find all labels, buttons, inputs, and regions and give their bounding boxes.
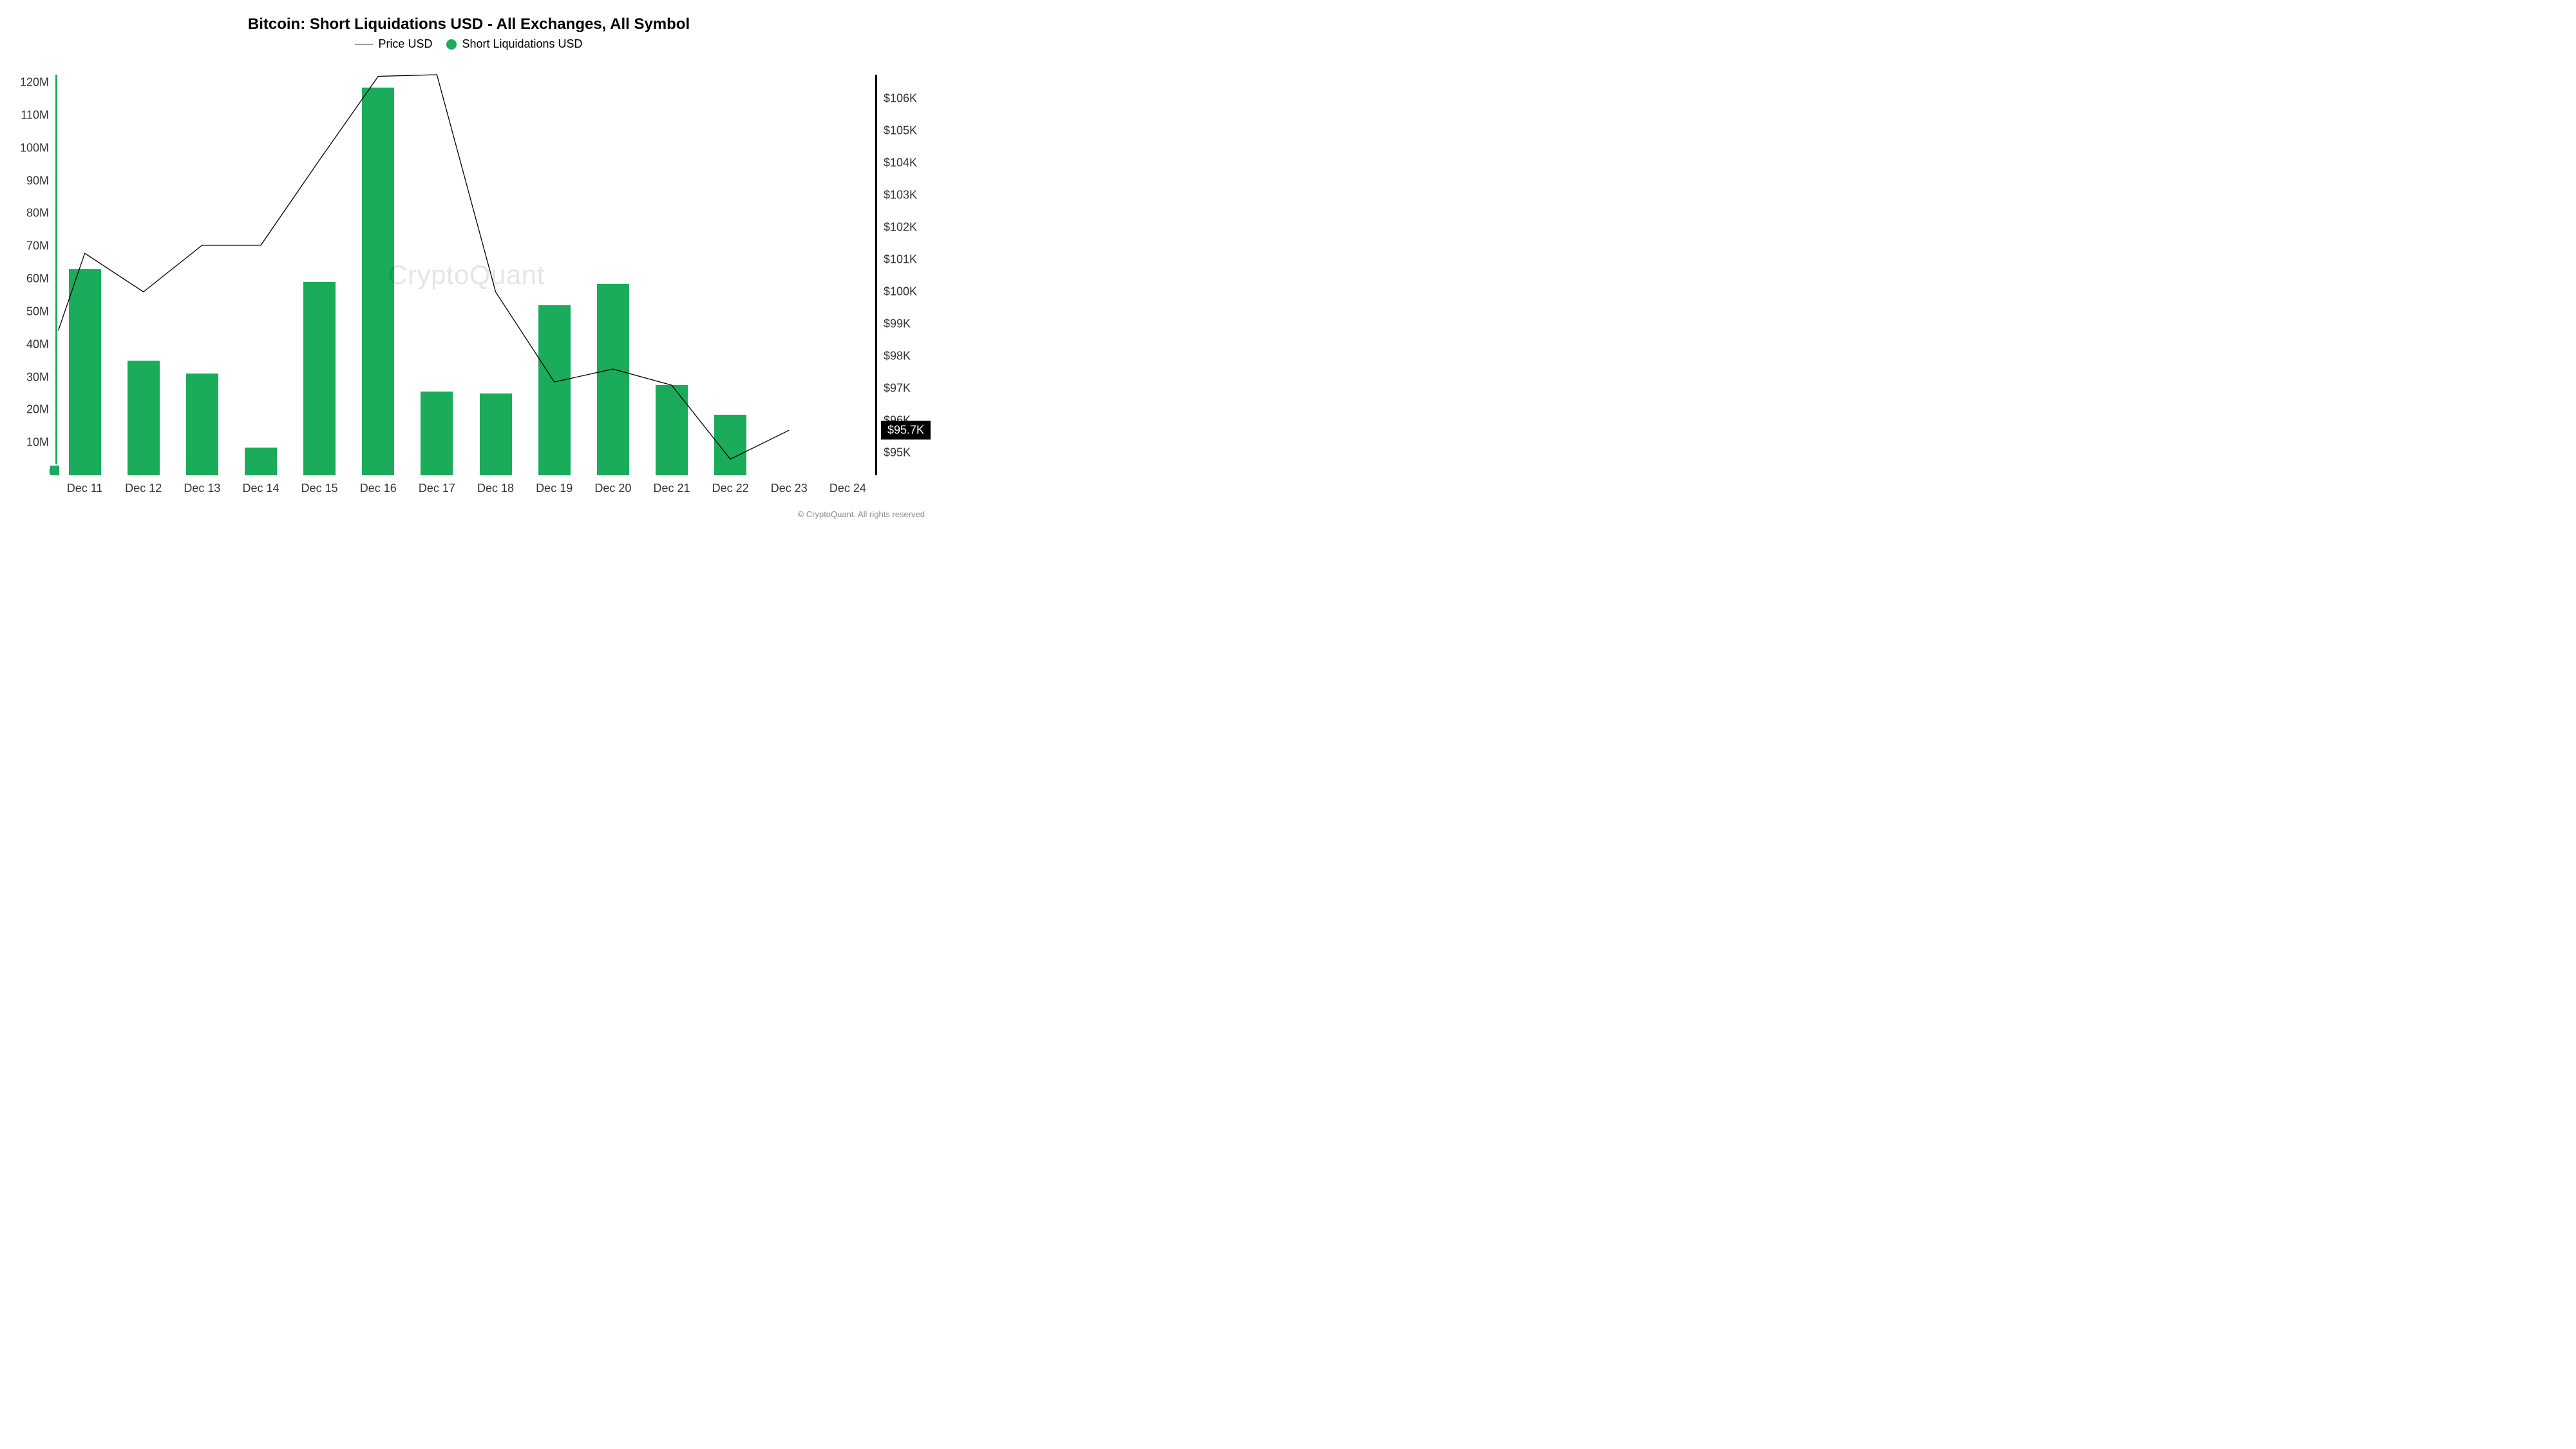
y-tick-right: $106K: [877, 92, 917, 106]
legend-item-price: Price USD: [355, 37, 432, 51]
chart-title: Bitcoin: Short Liquidations USD - All Ex…: [13, 15, 925, 33]
y-tick-right: $100K: [877, 285, 917, 299]
y-tick-right: $103K: [877, 189, 917, 202]
x-tick: Dec 22: [712, 475, 749, 495]
y-tick-left: 50M: [26, 305, 55, 318]
x-tick: Dec 24: [829, 475, 866, 495]
plot-area: 0 10M20M30M40M50M60M70M80M90M100M110M120…: [55, 75, 877, 475]
y-tick-right: $102K: [877, 221, 917, 234]
legend: Price USD Short Liquidations USD: [13, 37, 925, 51]
x-tick: Dec 21: [653, 475, 690, 495]
x-tick: Dec 14: [242, 475, 279, 495]
y-tick-left: 60M: [26, 272, 55, 286]
y-tick-left: 40M: [26, 337, 55, 351]
y-tick-left: 20M: [26, 403, 55, 417]
price-badge: $95.7K: [881, 421, 931, 440]
y-tick-right: $101K: [877, 253, 917, 267]
y-tick-right: $105K: [877, 124, 917, 138]
x-tick: Dec 15: [301, 475, 338, 495]
x-tick: Dec 18: [477, 475, 514, 495]
legend-bars-label: Short Liquidations USD: [462, 37, 582, 51]
x-tick: Dec 19: [536, 475, 573, 495]
y-tick-left: 90M: [26, 174, 55, 187]
legend-price-label: Price USD: [378, 37, 432, 51]
y-tick-left: 70M: [26, 240, 55, 253]
dot-swatch-icon: [446, 39, 457, 50]
x-tick: Dec 11: [67, 475, 103, 495]
y-tick-left: 10M: [26, 436, 55, 450]
y-tick-left: 120M: [20, 76, 55, 90]
price-line-layer: [55, 75, 877, 475]
y-tick-right: $95K: [877, 446, 911, 460]
copyright: © CryptoQuant. All rights reserved: [798, 509, 925, 519]
x-tick: Dec 20: [594, 475, 631, 495]
x-tick: Dec 12: [125, 475, 162, 495]
y-tick-left: 110M: [21, 108, 55, 122]
y-tick-left: 30M: [26, 370, 55, 384]
y-tick-left: 100M: [20, 141, 55, 155]
legend-item-bars: Short Liquidations USD: [446, 37, 582, 51]
price-badge-label: $95.7K: [887, 424, 924, 437]
x-tick: Dec 13: [184, 475, 220, 495]
y-tick-right: $99K: [877, 317, 911, 331]
y-tick-right: $97K: [877, 382, 911, 395]
x-tick: Dec 17: [419, 475, 455, 495]
price-line: [59, 75, 790, 459]
y-tick-right: $98K: [877, 350, 911, 363]
x-tick: Dec 16: [360, 475, 397, 495]
chart-container: Bitcoin: Short Liquidations USD - All Ex…: [0, 0, 938, 526]
x-tick: Dec 23: [771, 475, 808, 495]
y-tick-left: 80M: [26, 207, 55, 220]
y-tick-right: $104K: [877, 156, 917, 170]
